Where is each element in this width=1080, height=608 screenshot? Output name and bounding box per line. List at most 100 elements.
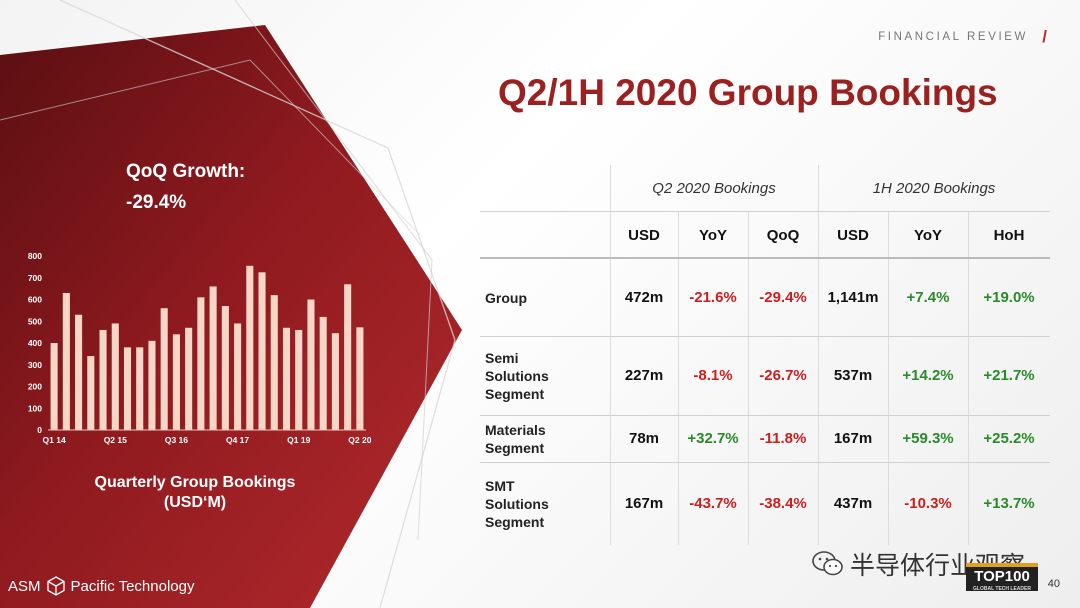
- company-logo: ASM Pacific Technology: [8, 576, 194, 596]
- table-cell: 437m: [833, 495, 873, 512]
- y-tick-label: 500: [28, 316, 42, 326]
- bar: [209, 286, 217, 430]
- table-cell: -10.3%: [904, 495, 952, 512]
- bar: [246, 265, 254, 430]
- bar: [99, 329, 107, 430]
- table-cell: +14.2%: [902, 367, 954, 384]
- table-cell: +32.7%: [687, 430, 739, 447]
- y-tick-label: 600: [28, 295, 42, 305]
- row-label-line: Semi Solutions: [485, 349, 549, 384]
- chart-caption: Quarterly Group Bookings (USD‘M): [70, 473, 320, 513]
- row-label-line: Segment: [485, 439, 545, 456]
- bar: [62, 292, 70, 430]
- x-tick-label: Q4 17: [226, 435, 249, 445]
- cube-icon: [46, 576, 65, 596]
- bar: [123, 347, 132, 430]
- table-cell: +7.4%: [906, 289, 950, 306]
- chart-caption-line1: Quarterly Group Bookings: [94, 474, 296, 491]
- row-label-line: Segment: [485, 513, 545, 530]
- table-cell: +21.7%: [983, 367, 1035, 384]
- table-cell: -29.4%: [759, 289, 807, 306]
- bar: [331, 333, 339, 430]
- table-cell: -11.8%: [759, 430, 807, 447]
- row-label-text: Materials Segment: [485, 421, 546, 457]
- page-number: 40: [1047, 578, 1060, 590]
- bar: [75, 314, 83, 430]
- table-divider: [888, 211, 889, 545]
- bar: [50, 343, 58, 430]
- row-label-text: SMT Solutions Segment: [485, 477, 549, 531]
- bar: [270, 295, 278, 430]
- table-rule: [480, 211, 1050, 212]
- section-label: FINANCIAL REVIEW: [878, 31, 1028, 43]
- bar: [185, 327, 193, 430]
- row-label-line: Segment: [485, 385, 545, 402]
- bar: [295, 329, 303, 430]
- group-header-q2: Q2 2020 Bookings: [652, 179, 776, 197]
- group-header-1h: 1H 2020 Bookings: [872, 179, 996, 197]
- bar: [234, 323, 242, 430]
- bar: [136, 347, 144, 430]
- table-cell: 167m: [833, 430, 873, 447]
- col-header-hoh: HoH: [993, 226, 1025, 244]
- growth-value: -29.4%: [126, 192, 187, 213]
- col-header-yoy-1h: YoY: [913, 226, 943, 244]
- table-cell: 1,141m: [827, 289, 879, 306]
- row-label-semi-solutions: Semi Solutions Segment: [485, 336, 549, 415]
- bar: [258, 272, 266, 430]
- table-rule: [480, 336, 1050, 337]
- logo-text-right: Pacific Technology: [70, 577, 195, 595]
- row-label-text: Semi Solutions Segment: [485, 349, 549, 403]
- y-tick-label: 800: [28, 251, 42, 261]
- table-divider: [818, 165, 819, 545]
- col-header-qoq: QoQ: [766, 226, 800, 244]
- table-cell: -43.7%: [689, 495, 737, 512]
- table-cell: -21.6%: [689, 289, 737, 306]
- table-cell: 227m: [624, 367, 664, 384]
- wechat-icon: [812, 551, 843, 576]
- row-label-group: Group: [485, 259, 527, 336]
- bar: [356, 327, 364, 430]
- table-divider: [748, 211, 749, 545]
- table-rule: [480, 462, 1050, 463]
- bar: [282, 327, 291, 430]
- row-label-line: SMT Solutions: [485, 477, 549, 512]
- bar: [172, 334, 180, 430]
- bar: [344, 284, 352, 430]
- table-cell: -8.1%: [693, 367, 733, 384]
- top100-badge: TOP100 GLOBAL TECH LEADER: [966, 563, 1038, 592]
- bar: [160, 308, 168, 430]
- page-title: Q2/1H 2020 Group Bookings: [498, 72, 998, 113]
- logo-text-left: ASM: [8, 577, 41, 595]
- table-cell: -38.4%: [759, 495, 807, 512]
- table-cell: 167m: [624, 495, 664, 512]
- chart-caption-line2: (USD‘M): [163, 494, 227, 511]
- bookings-bar-chart: 0 100 200 300 400 500 600 700 800 Q1 14 Q2 15 Q3 16…: [28, 251, 372, 445]
- x-tick-label: Q2 20: [348, 435, 371, 445]
- table-cell: +13.7%: [983, 495, 1035, 512]
- y-tick-label: 400: [28, 338, 42, 348]
- y-tick-label: 300: [28, 360, 42, 370]
- x-tick-label: Q1 14: [43, 435, 66, 445]
- table-cell: +19.0%: [983, 289, 1035, 306]
- table-cell: 472m: [624, 289, 664, 306]
- table-cell: +59.3%: [902, 430, 954, 447]
- table-divider: [678, 211, 679, 545]
- table-cell: 537m: [833, 367, 873, 384]
- row-label-line: Group: [485, 289, 527, 306]
- y-tick-label: 0: [37, 425, 42, 435]
- section-slash: /: [1042, 27, 1047, 46]
- y-tick-label: 100: [28, 403, 42, 413]
- bar: [221, 306, 229, 430]
- x-tick-label: Q2 15: [104, 435, 127, 445]
- y-tick-label: 700: [28, 273, 42, 283]
- row-label-smt-solutions: SMT Solutions Segment: [485, 462, 549, 545]
- col-header-yoy: YoY: [698, 226, 728, 244]
- row-label-line: Materials: [485, 421, 546, 438]
- table-rule: [480, 415, 1050, 416]
- bar: [87, 356, 95, 430]
- row-label-materials: Materials Segment: [485, 415, 546, 462]
- bar: [307, 299, 315, 430]
- y-tick-label: 200: [28, 382, 42, 392]
